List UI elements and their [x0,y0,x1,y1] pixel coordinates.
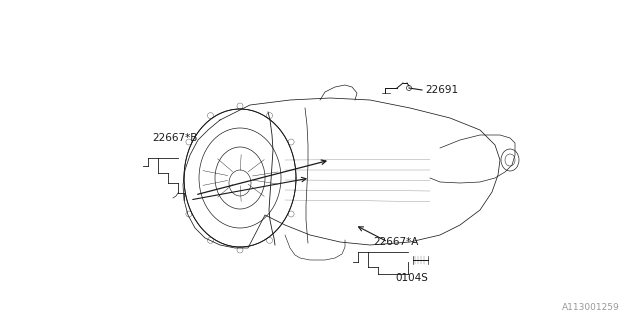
Text: 22691: 22691 [425,85,458,95]
Text: 22667*B: 22667*B [152,133,197,143]
Text: 22667*A: 22667*A [373,237,419,247]
Text: A113001259: A113001259 [563,303,620,312]
Text: 0104S: 0104S [395,273,428,283]
